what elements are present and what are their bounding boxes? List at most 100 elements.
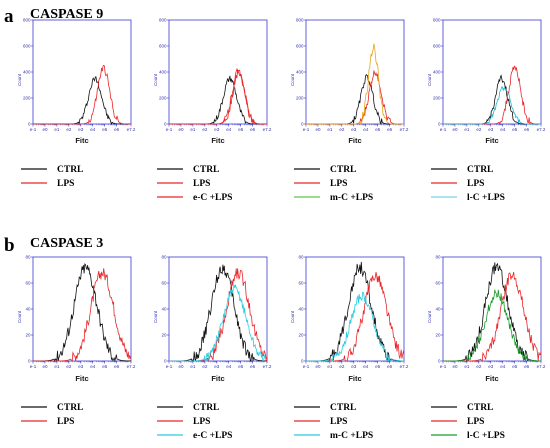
y-tick-label: 40: [435, 307, 441, 312]
series-line-ctrl: [306, 73, 404, 126]
histogram-a-2: 0 200 400 600 800 Count e-1 e0 e1 e2 e3 e4 e5 e6 e7.2 F…: [153, 18, 272, 204]
y-tick-label: 800: [159, 18, 167, 23]
x-axis-label: Fitc: [75, 136, 88, 145]
y-tick-label: 400: [159, 70, 167, 75]
legend-label-e-c-lps: e-C +LPS: [193, 431, 232, 441]
x-tick-label: e0: [42, 127, 48, 132]
panel-title-caspase-3: CASPASE 3: [30, 236, 103, 251]
x-tick-label: e5: [512, 127, 518, 132]
x-tick-label: e0: [315, 127, 321, 132]
x-tick-label: e-1: [303, 127, 310, 132]
x-tick-label: e5: [375, 127, 381, 132]
x-tick-label: e4: [363, 127, 369, 132]
y-tick-label: 800: [23, 18, 31, 23]
x-tick-label: e6: [114, 127, 120, 132]
y-axis-label: Count: [17, 310, 22, 323]
legend-label-lps: LPS: [57, 179, 74, 189]
y-tick-label: 200: [296, 96, 304, 101]
x-tick-label: e2: [339, 364, 345, 369]
x-tick-label: e1: [464, 127, 470, 132]
x-tick-label: e1: [190, 127, 196, 132]
panel-title-caspase-9: CASPASE 9: [30, 7, 103, 22]
x-tick-label: e4: [363, 364, 369, 369]
x-tick-label: e-1: [30, 364, 37, 369]
x-tick-label: e0: [452, 127, 458, 132]
legend-label-m-c-lps: m-C +LPS: [330, 193, 373, 203]
y-tick-label: 600: [159, 44, 167, 49]
y-tick-label: 0: [28, 122, 31, 127]
y-tick-label: 200: [159, 96, 167, 101]
y-axis-label: Count: [427, 310, 432, 323]
legend-label-ctrl: CTRL: [330, 403, 356, 413]
y-tick-label: 60: [298, 281, 304, 286]
x-tick-label: e0: [452, 364, 458, 369]
legend-label-lps: LPS: [57, 417, 74, 427]
y-axis-label: Count: [17, 73, 22, 86]
series-line-ctrl: [169, 75, 267, 125]
legend-label-ctrl: CTRL: [330, 165, 356, 175]
x-tick-label: e7.2: [400, 127, 409, 132]
x-tick-label: e0: [178, 127, 184, 132]
x-tick-label: e1: [327, 364, 333, 369]
x-tick-label: e3: [78, 127, 84, 132]
x-tick-label: e6: [387, 364, 393, 369]
y-tick-label: 80: [161, 255, 167, 260]
histogram-b-3: 0 20 40 60 80 Count e-1 e0 e1 e2 e3 e4 e5 e6 e7.2 Fitc C…: [290, 255, 409, 442]
x-axis-label: Fitc: [485, 374, 498, 383]
y-axis-label: Count: [153, 310, 158, 323]
legend-label-lps: LPS: [330, 179, 347, 189]
x-tick-label: e5: [512, 364, 518, 369]
x-tick-label: e4: [500, 127, 506, 132]
legend-label-lps: LPS: [467, 179, 484, 189]
series-line-lps: [169, 67, 267, 125]
series-line-lps: [306, 70, 404, 125]
histogram-a-3: 0 200 400 600 800 Count e-1 e0 e1 e2 e3 e4 e5 e6 e7.2 F…: [290, 18, 409, 204]
series-line-m-c-lps: [306, 291, 405, 362]
x-axis-label: Fitc: [75, 374, 88, 383]
histogram-b-4: 0 20 40 60 80 Count e-1 e0 e1 e2 e3 e4 e5 e6 e7.2 Fitc C…: [427, 255, 546, 442]
y-tick-label: 0: [438, 122, 441, 127]
y-axis-label: Count: [153, 73, 158, 86]
y-tick-label: 60: [435, 281, 441, 286]
legend-label-ctrl: CTRL: [467, 165, 493, 175]
x-axis-label: Fitc: [211, 136, 224, 145]
series-line-ctrl: [306, 261, 405, 363]
plot-frame: [442, 19, 542, 125]
x-tick-label: e6: [524, 364, 530, 369]
x-axis-label: Fitc: [348, 374, 361, 383]
x-tick-label: e0: [315, 364, 321, 369]
series-line-lps: [33, 64, 131, 125]
x-tick-label: e-1: [30, 127, 37, 132]
plot-frame: [168, 19, 268, 125]
plot-frame: [32, 19, 132, 125]
x-tick-label: e3: [488, 364, 494, 369]
y-tick-label: 40: [298, 307, 304, 312]
x-axis-label: Fitc: [485, 136, 498, 145]
x-tick-label: e0: [178, 364, 184, 369]
legend-label-l-c-lps: l-C +LPS: [467, 431, 505, 441]
legend-label-ctrl: CTRL: [57, 165, 83, 175]
y-tick-label: 20: [298, 333, 304, 338]
plot-frame: [168, 256, 268, 362]
y-tick-label: 0: [164, 359, 167, 364]
y-tick-label: 600: [433, 44, 441, 49]
y-tick-label: 200: [433, 96, 441, 101]
y-tick-label: 400: [433, 70, 441, 75]
y-tick-label: 600: [296, 44, 304, 49]
legend-label-m-c-lps: m-C +LPS: [330, 431, 373, 441]
y-axis-label: Count: [290, 73, 295, 86]
x-tick-label: e5: [102, 364, 108, 369]
panel-letter-a: a: [4, 6, 14, 27]
legend-label-lps: LPS: [467, 417, 484, 427]
x-tick-label: e0: [42, 364, 48, 369]
histogram-b-1: 0 20 40 60 80 Count e-1 e0 e1 e2 e3 e4 e5 e6 e7.2 Fitc C…: [17, 255, 136, 428]
series-line-lps: [169, 268, 268, 362]
x-tick-label: e2: [202, 127, 208, 132]
x-tick-label: e3: [214, 364, 220, 369]
y-axis-label: Count: [427, 73, 432, 86]
legend-label-l-c-lps: l-C +LPS: [467, 193, 505, 203]
x-tick-label: e-1: [440, 364, 447, 369]
x-tick-label: e4: [90, 127, 96, 132]
